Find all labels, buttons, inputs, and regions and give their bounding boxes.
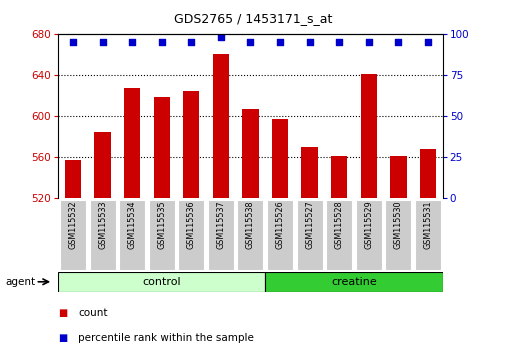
Text: creatine: creatine [330, 277, 376, 287]
Text: GSM115533: GSM115533 [98, 200, 107, 249]
Text: GSM115535: GSM115535 [157, 200, 166, 249]
Text: ■: ■ [58, 308, 67, 318]
Bar [242, 109, 258, 198]
Text: GSM115536: GSM115536 [186, 200, 195, 249]
FancyBboxPatch shape [58, 272, 265, 292]
Bar [360, 74, 376, 198]
Bar [212, 54, 229, 198]
FancyBboxPatch shape [414, 200, 440, 270]
Text: GSM115537: GSM115537 [216, 200, 225, 249]
Text: GSM115531: GSM115531 [423, 200, 432, 249]
Text: GSM115534: GSM115534 [127, 200, 136, 249]
FancyBboxPatch shape [60, 200, 86, 270]
Text: GSM115532: GSM115532 [68, 200, 77, 249]
FancyBboxPatch shape [208, 200, 233, 270]
Point [69, 39, 77, 45]
Text: GSM115530: GSM115530 [393, 200, 402, 249]
Text: GSM115528: GSM115528 [334, 200, 343, 249]
Text: GSM115527: GSM115527 [305, 200, 314, 249]
FancyBboxPatch shape [119, 200, 145, 270]
FancyBboxPatch shape [296, 200, 322, 270]
FancyBboxPatch shape [148, 200, 174, 270]
Text: count: count [78, 308, 108, 318]
Point [393, 39, 401, 45]
Point [158, 39, 166, 45]
Bar [419, 149, 435, 198]
FancyBboxPatch shape [237, 200, 263, 270]
Point [217, 34, 225, 40]
Point [246, 39, 254, 45]
Bar [65, 160, 81, 198]
Bar [154, 97, 170, 198]
Bar [389, 156, 406, 198]
Point [423, 39, 431, 45]
Bar [330, 156, 346, 198]
Text: GSM115526: GSM115526 [275, 200, 284, 249]
Text: GSM115538: GSM115538 [245, 200, 255, 249]
FancyBboxPatch shape [355, 200, 381, 270]
Point [187, 39, 195, 45]
Bar [94, 132, 111, 198]
Point [334, 39, 342, 45]
Point [275, 39, 283, 45]
Bar [271, 119, 288, 198]
Text: agent: agent [5, 277, 35, 287]
Bar [301, 147, 317, 198]
FancyBboxPatch shape [178, 200, 204, 270]
FancyBboxPatch shape [89, 200, 115, 270]
Point [305, 39, 313, 45]
Text: control: control [142, 277, 181, 287]
Text: ■: ■ [58, 333, 67, 343]
Bar [124, 88, 140, 198]
Point [364, 39, 372, 45]
Point [98, 39, 107, 45]
Text: GSM115529: GSM115529 [364, 200, 373, 249]
Text: GDS2765 / 1453171_s_at: GDS2765 / 1453171_s_at [174, 12, 331, 25]
FancyBboxPatch shape [267, 200, 292, 270]
Text: percentile rank within the sample: percentile rank within the sample [78, 333, 254, 343]
FancyBboxPatch shape [265, 272, 442, 292]
FancyBboxPatch shape [326, 200, 351, 270]
FancyBboxPatch shape [385, 200, 411, 270]
Point [128, 39, 136, 45]
Bar [183, 91, 199, 198]
